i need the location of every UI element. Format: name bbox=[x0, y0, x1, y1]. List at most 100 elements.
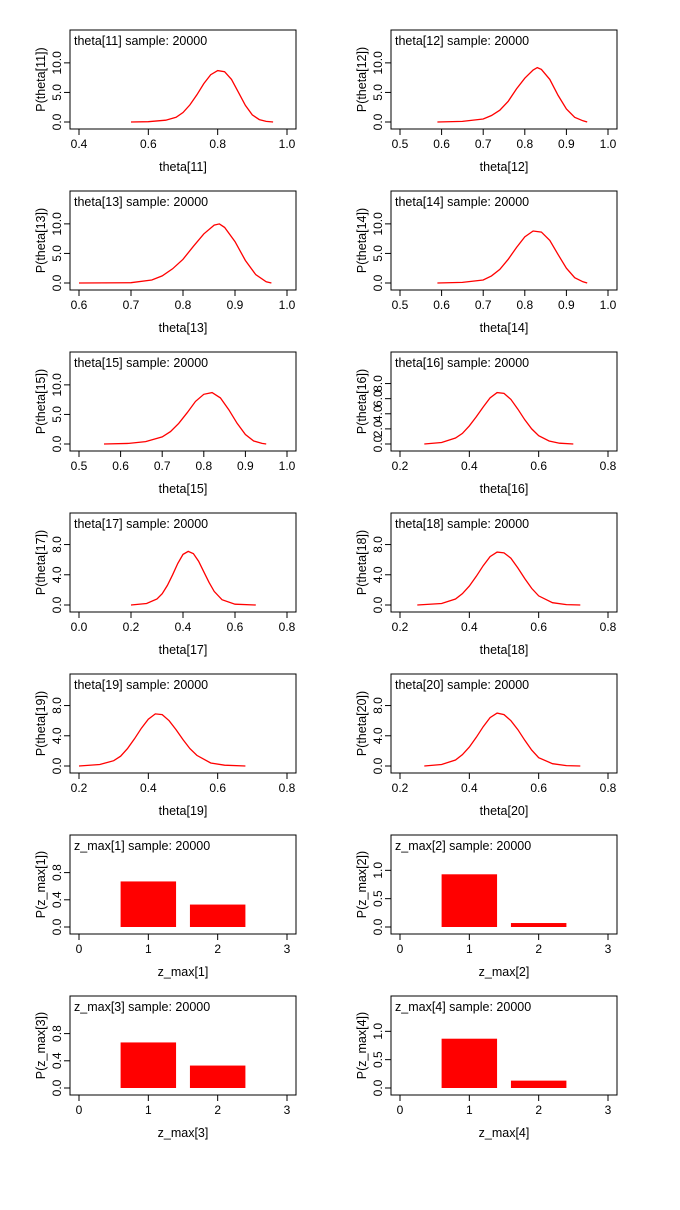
y-axis: 0.0 4.0 8.0 bbox=[371, 536, 392, 613]
x-tick-label: 0.6 bbox=[209, 781, 226, 795]
y-tick-label: 10.0 bbox=[50, 212, 64, 236]
y-tick-label: 0.0 bbox=[50, 435, 64, 452]
x-tick-label: 1 bbox=[466, 942, 473, 956]
y-axis: 0.02.04.06.08.0 bbox=[371, 375, 392, 452]
density-line bbox=[130, 69, 274, 123]
panel-13: z_max[3] sample: 20000 0 1 2 3 z_max[3] 0.0 0.4… bbox=[34, 995, 297, 1140]
x-axis-label: theta[17] bbox=[159, 643, 208, 657]
density-line bbox=[437, 230, 588, 284]
x-tick-label: 0.7 bbox=[475, 298, 492, 312]
y-axis-label: P(theta[12]) bbox=[355, 47, 369, 112]
y-axis-label: P(theta[17]) bbox=[34, 530, 48, 595]
x-tick-label: 2 bbox=[214, 1103, 221, 1117]
panel-title: theta[15] sample: 20000 bbox=[74, 356, 208, 370]
x-axis: 0.2 0.4 0.6 0.8 bbox=[392, 772, 617, 795]
x-tick-label: 1 bbox=[145, 1103, 152, 1117]
y-tick-label: 0.0 bbox=[50, 596, 64, 613]
x-tick-label: 1.0 bbox=[279, 298, 296, 312]
x-tick-label: 0.9 bbox=[558, 137, 575, 151]
panel-title: theta[11] sample: 20000 bbox=[74, 34, 207, 48]
y-tick-label: 0.0 bbox=[50, 274, 64, 291]
x-axis: 0.4 0.6 0.8 1.0 bbox=[71, 128, 296, 151]
y-tick-label: 2.0 bbox=[371, 420, 385, 437]
y-tick-label: 4.0 bbox=[50, 727, 64, 744]
x-tick-label: 0.2 bbox=[71, 781, 88, 795]
y-axis-label: P(theta[20]) bbox=[355, 691, 369, 756]
y-axis-label: P(theta[11]) bbox=[34, 47, 48, 111]
x-tick-label: 1 bbox=[466, 1103, 473, 1117]
y-axis-label: P(theta[18]) bbox=[355, 530, 369, 595]
y-axis-label: P(theta[14]) bbox=[355, 208, 369, 273]
x-tick-label: 0.2 bbox=[123, 620, 140, 634]
density-line bbox=[130, 550, 256, 606]
x-axis-label: z_max[2] bbox=[479, 965, 530, 979]
bar-2 bbox=[510, 923, 567, 927]
x-tick-label: 0.2 bbox=[392, 620, 409, 634]
y-tick-label: 4.0 bbox=[371, 727, 385, 744]
panel-7: theta[17] sample: 20000 0.0 0.2 0.4 0.6 0.8 th… bbox=[34, 512, 297, 657]
x-tick-label: 0 bbox=[76, 942, 83, 956]
x-tick-label: 3 bbox=[605, 1103, 612, 1117]
x-tick-label: 0.8 bbox=[195, 459, 212, 473]
x-axis: 0 1 2 3 bbox=[397, 933, 612, 956]
panel-title: theta[16] sample: 20000 bbox=[395, 356, 529, 370]
x-tick-label: 0 bbox=[397, 1103, 404, 1117]
y-axis-label: P(theta[19]) bbox=[34, 691, 48, 756]
y-tick-label: 5.0 bbox=[371, 84, 385, 101]
x-axis-label: theta[13] bbox=[159, 321, 208, 335]
y-tick-label: 10.0 bbox=[50, 51, 64, 75]
panel-title: theta[17] sample: 20000 bbox=[74, 517, 208, 531]
x-tick-label: 3 bbox=[605, 942, 612, 956]
x-axis-label: theta[19] bbox=[159, 804, 208, 818]
x-tick-label: 0.9 bbox=[237, 459, 254, 473]
x-tick-label: 2 bbox=[535, 942, 542, 956]
x-tick-label: 0.2 bbox=[392, 459, 409, 473]
x-tick-label: 0.6 bbox=[71, 298, 88, 312]
x-axis: 0.5 0.6 0.7 0.8 0.9 1.0 bbox=[71, 450, 296, 473]
x-axis: 0.5 0.6 0.7 0.8 0.9 1.0 bbox=[392, 289, 617, 312]
x-tick-label: 3 bbox=[284, 942, 291, 956]
x-tick-label: 2 bbox=[214, 942, 221, 956]
x-axis: 0.6 0.7 0.8 0.9 1.0 bbox=[71, 289, 296, 312]
x-axis: 0 1 2 3 bbox=[76, 1094, 291, 1117]
y-tick-label: 0.0 bbox=[50, 113, 64, 130]
x-axis-label: theta[18] bbox=[480, 643, 529, 657]
x-axis-label: theta[14] bbox=[480, 321, 529, 335]
panel-title: theta[12] sample: 20000 bbox=[395, 34, 529, 48]
y-axis-label: P(z_max[1]) bbox=[34, 851, 48, 918]
x-tick-label: 0.4 bbox=[140, 781, 157, 795]
y-tick-label: 0.4 bbox=[50, 1052, 64, 1069]
x-axis: 0.5 0.6 0.7 0.8 0.9 1.0 bbox=[392, 128, 617, 151]
x-tick-label: 0 bbox=[397, 942, 404, 956]
x-axis-label: theta[16] bbox=[480, 482, 529, 496]
y-tick-label: 10.0 bbox=[371, 212, 385, 236]
x-axis-label: theta[20] bbox=[480, 804, 529, 818]
bar-2 bbox=[189, 1065, 246, 1088]
x-tick-label: 0.6 bbox=[140, 137, 157, 151]
bar-1 bbox=[441, 874, 498, 927]
y-tick-label: 8.0 bbox=[50, 697, 64, 714]
panel-2: theta[12] sample: 20000 0.5 0.6 0.7 0.8 0.9 1.… bbox=[355, 29, 618, 174]
x-tick-label: 0.6 bbox=[112, 459, 129, 473]
y-tick-label: 4.0 bbox=[371, 405, 385, 422]
panel-11: z_max[1] sample: 20000 0 1 2 3 z_max[1] 0.0 0.4… bbox=[34, 834, 297, 979]
y-axis-label: P(z_max[3]) bbox=[34, 1012, 48, 1079]
x-tick-label: 0.4 bbox=[71, 137, 88, 151]
y-tick-label: 0.0 bbox=[371, 757, 385, 774]
x-axis: 0.2 0.4 0.6 0.8 bbox=[392, 450, 617, 473]
y-axis: 0.0 5.0 10.0 bbox=[50, 51, 71, 130]
x-tick-label: 0.6 bbox=[227, 620, 244, 634]
y-tick-label: 0.5 bbox=[371, 890, 385, 907]
x-tick-label: 1.0 bbox=[279, 459, 296, 473]
y-tick-label: 0.0 bbox=[371, 435, 385, 452]
y-axis-label: P(theta[15]) bbox=[34, 369, 48, 434]
y-tick-label: 4.0 bbox=[371, 566, 385, 583]
y-tick-label: 0.5 bbox=[371, 1051, 385, 1068]
x-tick-label: 0.6 bbox=[433, 298, 450, 312]
x-tick-label: 2 bbox=[535, 1103, 542, 1117]
x-axis-label: theta[15] bbox=[159, 482, 208, 496]
x-tick-label: 0.6 bbox=[530, 459, 547, 473]
x-tick-label: 0.5 bbox=[392, 298, 409, 312]
panel-8: theta[18] sample: 20000 0.2 0.4 0.6 0.8 theta… bbox=[355, 512, 618, 657]
